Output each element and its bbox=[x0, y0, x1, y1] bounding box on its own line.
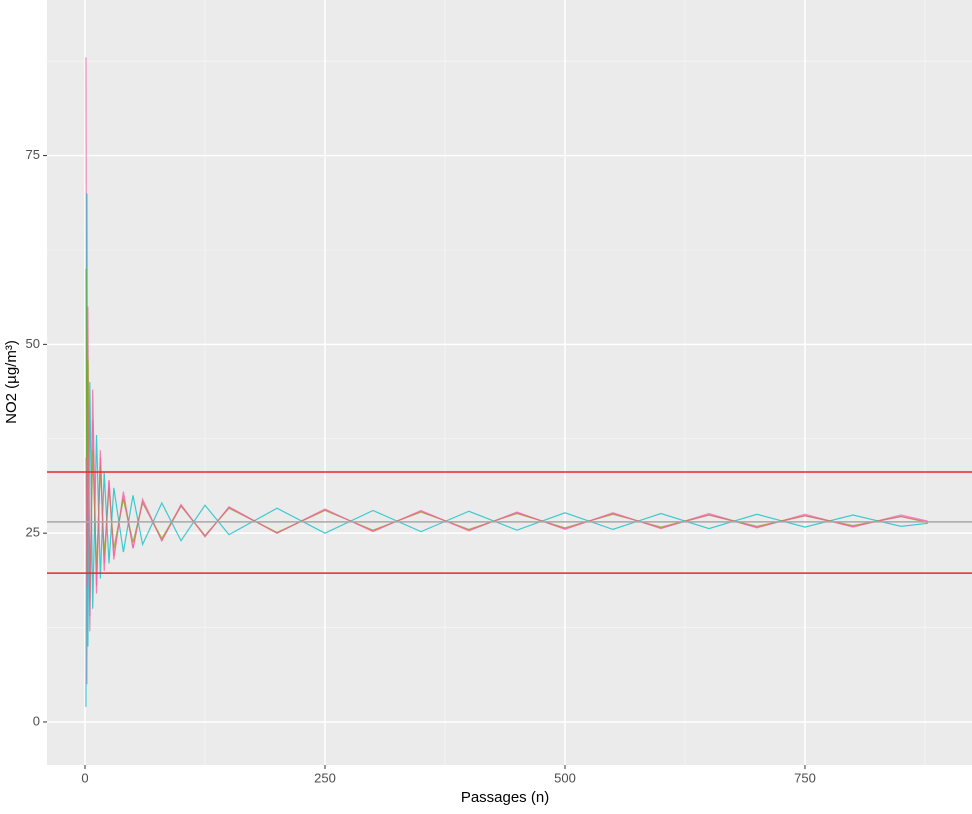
y-tick-label: 50 bbox=[26, 336, 40, 351]
series-line bbox=[85, 193, 928, 707]
y-tick-label: 0 bbox=[33, 713, 40, 728]
plot-background bbox=[47, 0, 972, 765]
x-tick-label: 500 bbox=[554, 770, 576, 785]
y-axis-title: NO2 (µg/m³) bbox=[3, 340, 20, 424]
x-axis-title: Passages (n) bbox=[461, 789, 549, 806]
y-tick-label: 25 bbox=[26, 525, 40, 540]
y-tick-label: 75 bbox=[26, 147, 40, 162]
x-tick-label: 750 bbox=[794, 770, 816, 785]
x-tick-label: 0 bbox=[81, 770, 88, 785]
x-tick-label: 250 bbox=[314, 770, 336, 785]
